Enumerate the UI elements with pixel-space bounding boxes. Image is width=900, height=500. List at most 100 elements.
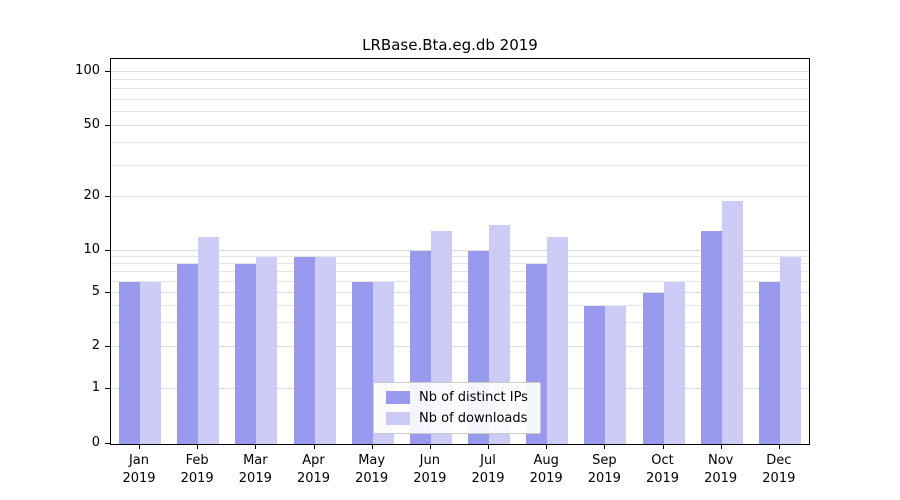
year-label: 2019: [529, 470, 563, 486]
bar-downloads-dec: [779, 257, 801, 444]
x-tick-label: Jun 2019: [401, 452, 459, 487]
x-tick-label: Jul 2019: [459, 452, 517, 487]
year-label: 2019: [413, 470, 447, 486]
x-tick-mark: [488, 444, 490, 449]
gridline: [111, 196, 809, 198]
y-tick-label: 100: [75, 63, 100, 78]
x-tick-mark: [546, 444, 548, 449]
year-label: 2019: [762, 470, 796, 486]
x-tick-mark: [662, 444, 664, 449]
x-tick-label: May 2019: [343, 452, 401, 487]
y-tick-label: 50: [83, 116, 100, 132]
gridline: [111, 71, 809, 72]
gridline: [111, 322, 809, 324]
y-tick-mark: [105, 124, 110, 126]
bar-ips-sep: [584, 305, 606, 444]
gridline: [111, 256, 809, 258]
month-label: Jan: [128, 453, 150, 468]
month-label: Dec: [766, 453, 792, 468]
gridline: [111, 271, 809, 273]
bar-ips-dec: [758, 281, 780, 444]
year-label: 2019: [645, 470, 680, 486]
year-label: 2019: [122, 470, 156, 486]
bar-downloads-mar: [256, 257, 278, 444]
gridline: [111, 250, 809, 251]
x-tick-mark: [197, 444, 199, 449]
y-tick-label: 2: [91, 338, 100, 354]
gridline: [111, 88, 809, 90]
year-label: 2019: [355, 470, 389, 486]
x-tick-mark: [139, 444, 141, 449]
year-label: 2019: [296, 470, 331, 486]
bar-downloads-aug: [547, 236, 569, 444]
year-label: 2019: [180, 470, 214, 486]
y-tick-mark: [105, 388, 110, 389]
x-tick-label: Dec 2019: [750, 452, 808, 487]
x-tick-label: Jan 2019: [110, 452, 168, 487]
y-tick-mark: [105, 291, 110, 293]
y-tick-label: 5: [91, 283, 100, 299]
gridline: [111, 164, 809, 166]
month-label: Apr: [302, 453, 325, 468]
year-label: 2019: [471, 470, 505, 486]
bar-ips-feb: [177, 264, 199, 444]
bar-ips-mar: [235, 264, 257, 444]
month-label: Nov: [707, 453, 734, 468]
legend-label: Nb of downloads: [419, 411, 528, 426]
legend-row: Nb of downloads: [386, 411, 528, 426]
bar-ips-jan: [119, 281, 141, 444]
y-tick-label: 20: [83, 188, 100, 204]
bar-downloads-sep: [605, 305, 627, 444]
bar-ips-apr: [293, 257, 315, 444]
bar-ips-may: [351, 281, 373, 444]
legend-swatch-downloads: [386, 412, 410, 425]
x-tick-label: Sep 2019: [575, 452, 633, 487]
x-tick-mark: [778, 444, 780, 449]
bar-downloads-oct: [663, 281, 685, 444]
y-tick-mark: [105, 250, 110, 251]
month-label: Aug: [533, 453, 559, 468]
gridline: [111, 98, 809, 100]
legend-row: Nb of distinct IPs: [386, 390, 528, 405]
x-tick-mark: [313, 444, 315, 449]
month-label: Sep: [592, 453, 617, 468]
bar-ips-nov: [700, 230, 722, 444]
bar-downloads-feb: [198, 236, 220, 444]
bar-downloads-apr: [314, 257, 336, 444]
gridline: [111, 304, 809, 306]
x-tick-label: Mar 2019: [226, 452, 284, 487]
y-tick-mark: [105, 346, 110, 348]
year-label: 2019: [704, 470, 738, 486]
y-tick-label: 0: [91, 435, 100, 450]
gridline: [111, 110, 809, 112]
bar-ips-oct: [642, 292, 664, 444]
legend-swatch-ips: [386, 391, 410, 404]
x-tick-mark: [429, 444, 431, 449]
month-label: Jul: [480, 453, 496, 468]
y-tick-mark: [105, 196, 110, 198]
y-tick-label: 10: [83, 242, 100, 257]
x-tick-label: Aug 2019: [517, 452, 575, 487]
month-label: Feb: [185, 453, 209, 468]
x-tick-label: Nov 2019: [692, 452, 750, 487]
chart-title: LRBase.Bta.eg.db 2019: [362, 36, 538, 54]
month-label: May: [358, 453, 386, 468]
month-label: Oct: [651, 453, 674, 468]
legend: Nb of distinct IPs Nb of downloads: [373, 382, 541, 434]
month-label: Mar: [243, 453, 268, 468]
gridline: [111, 124, 809, 126]
gridline: [111, 79, 809, 81]
x-tick-mark: [371, 444, 373, 449]
year-label: 2019: [238, 470, 272, 486]
x-tick-label: Feb 2019: [168, 452, 226, 487]
x-tick-label: Apr 2019: [285, 452, 343, 487]
x-tick-label: Oct 2019: [634, 452, 692, 487]
gridline: [111, 280, 809, 282]
plot-area: Nb of distinct IPs Nb of downloads: [110, 58, 810, 445]
bar-downloads-jan: [140, 281, 162, 444]
y-tick-mark: [105, 71, 110, 72]
y-tick-label: 1: [91, 380, 100, 395]
gridline: [111, 346, 809, 348]
y-tick-mark: [105, 443, 110, 444]
